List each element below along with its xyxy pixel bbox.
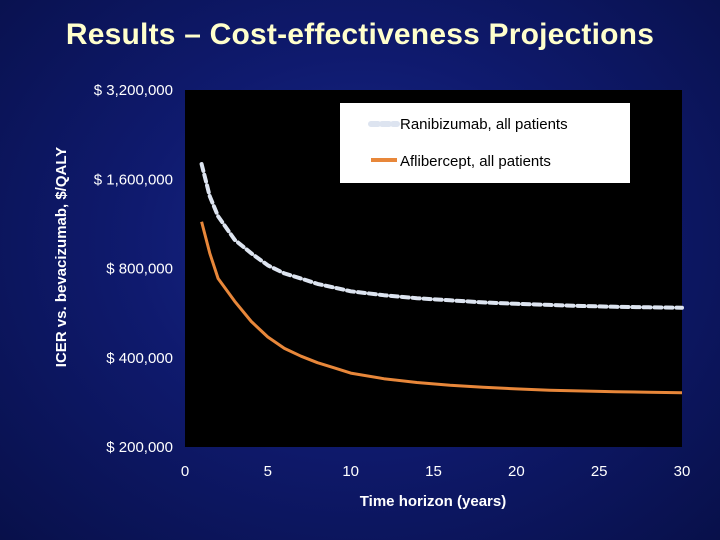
y-tick-label: $ 400,000: [106, 350, 173, 367]
x-tick-label: 0: [181, 463, 189, 480]
x-tick-label: 5: [264, 463, 272, 480]
series-line-ranibizumab: [199, 162, 684, 310]
x-tick-label: 20: [508, 463, 525, 480]
x-axis-title: Time horizon (years): [360, 493, 506, 510]
y-tick-label: $ 800,000: [106, 261, 173, 278]
legend-label-ranibizumab: Ranibizumab, all patients: [400, 116, 568, 133]
y-axis-title: ICER vs. bevacizumab, $/QALY: [53, 147, 70, 367]
y-tick-label: $ 1,600,000: [94, 171, 173, 188]
y-tick-label: $ 200,000: [106, 439, 173, 456]
y-tick-label: $ 3,200,000: [94, 82, 173, 99]
x-tick-label: 30: [674, 463, 691, 480]
series-line-aflibercept: [200, 221, 683, 395]
legend-label-aflibercept: Aflibercept, all patients: [400, 153, 551, 170]
slide-title: Results – Cost-effectiveness Projections: [65, 18, 655, 51]
x-tick-label: 15: [425, 463, 442, 480]
x-tick-label: 25: [591, 463, 608, 480]
legend-box: [340, 103, 630, 183]
x-tick-label: 10: [342, 463, 359, 480]
legend: Ranibizumab, all patients Aflibercept, a…: [340, 103, 630, 183]
